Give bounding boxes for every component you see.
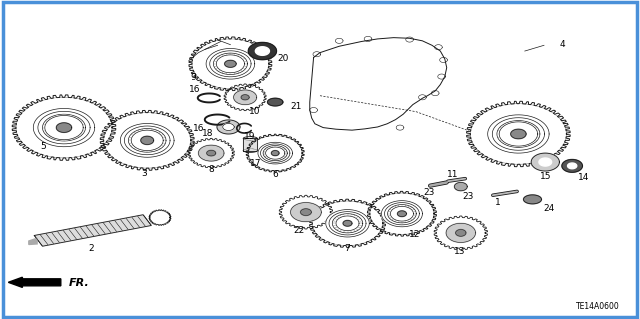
Polygon shape	[29, 238, 37, 244]
Polygon shape	[531, 153, 559, 171]
Text: 23: 23	[423, 188, 435, 197]
Text: 4: 4	[559, 40, 564, 49]
Text: TE14A0600: TE14A0600	[576, 302, 620, 311]
Polygon shape	[189, 37, 272, 91]
Polygon shape	[539, 158, 552, 166]
Polygon shape	[255, 47, 269, 55]
Polygon shape	[268, 98, 283, 106]
Text: 22: 22	[293, 226, 305, 235]
Polygon shape	[223, 123, 234, 130]
Polygon shape	[568, 163, 577, 169]
Polygon shape	[492, 118, 545, 150]
Polygon shape	[271, 151, 279, 156]
Polygon shape	[497, 121, 540, 147]
Polygon shape	[258, 142, 292, 164]
Polygon shape	[434, 216, 488, 250]
Polygon shape	[216, 55, 244, 73]
Text: 1: 1	[495, 198, 500, 207]
Polygon shape	[131, 130, 163, 151]
Text: FR.: FR.	[69, 278, 90, 288]
Polygon shape	[124, 126, 170, 155]
Text: 8: 8	[209, 165, 214, 174]
Polygon shape	[381, 201, 422, 227]
Text: 6: 6	[273, 170, 278, 179]
Polygon shape	[129, 129, 166, 152]
Text: 5: 5	[41, 142, 46, 151]
Polygon shape	[217, 120, 240, 134]
Polygon shape	[456, 230, 466, 236]
Polygon shape	[499, 122, 538, 146]
Polygon shape	[213, 53, 248, 75]
Polygon shape	[511, 129, 526, 139]
Text: 10: 10	[249, 107, 260, 115]
Polygon shape	[248, 42, 276, 60]
Polygon shape	[198, 145, 224, 161]
Text: 3: 3	[141, 169, 147, 178]
Polygon shape	[45, 115, 83, 140]
Text: 17: 17	[250, 159, 262, 168]
Polygon shape	[35, 215, 151, 246]
Polygon shape	[385, 203, 419, 225]
Polygon shape	[243, 138, 257, 151]
FancyArrow shape	[8, 277, 61, 287]
Polygon shape	[390, 206, 413, 221]
Text: 15: 15	[540, 172, 551, 181]
Polygon shape	[301, 209, 311, 216]
Polygon shape	[100, 110, 194, 170]
Text: 14: 14	[578, 173, 589, 182]
Polygon shape	[188, 138, 234, 168]
Polygon shape	[488, 115, 549, 153]
Polygon shape	[367, 191, 436, 236]
Polygon shape	[42, 114, 86, 141]
Text: 24: 24	[543, 204, 555, 213]
Polygon shape	[310, 199, 385, 248]
Polygon shape	[467, 101, 570, 167]
Polygon shape	[38, 111, 90, 144]
Polygon shape	[246, 134, 304, 172]
Polygon shape	[397, 211, 406, 217]
Text: 16: 16	[193, 124, 204, 133]
Polygon shape	[210, 51, 251, 77]
Text: 18: 18	[202, 130, 214, 138]
Polygon shape	[149, 210, 171, 226]
Text: 21: 21	[290, 102, 301, 111]
Polygon shape	[266, 147, 285, 159]
Text: 7: 7	[345, 244, 350, 253]
Polygon shape	[291, 203, 321, 222]
Polygon shape	[56, 123, 72, 132]
Polygon shape	[234, 90, 257, 105]
Text: 13: 13	[454, 247, 465, 256]
Polygon shape	[206, 48, 255, 79]
Polygon shape	[225, 60, 236, 67]
Polygon shape	[454, 182, 467, 191]
Polygon shape	[141, 136, 154, 145]
Text: 2: 2	[88, 244, 93, 253]
Text: 9: 9	[191, 73, 196, 82]
Polygon shape	[207, 150, 216, 156]
Text: 23: 23	[463, 192, 474, 201]
Polygon shape	[326, 210, 369, 237]
Polygon shape	[388, 204, 416, 223]
Polygon shape	[336, 216, 359, 231]
Polygon shape	[12, 95, 116, 160]
Polygon shape	[343, 220, 352, 226]
Polygon shape	[120, 123, 174, 157]
Polygon shape	[33, 108, 95, 147]
Polygon shape	[524, 195, 541, 204]
Polygon shape	[279, 195, 333, 229]
Polygon shape	[224, 84, 266, 111]
Text: 16: 16	[189, 85, 201, 94]
Polygon shape	[329, 211, 366, 235]
Polygon shape	[332, 214, 363, 233]
Polygon shape	[562, 160, 582, 172]
Text: 11: 11	[447, 170, 459, 179]
Text: 12: 12	[409, 230, 420, 239]
Polygon shape	[241, 95, 249, 100]
Polygon shape	[446, 223, 476, 242]
Polygon shape	[260, 144, 290, 162]
Polygon shape	[263, 145, 287, 161]
Text: 19: 19	[244, 132, 255, 141]
Text: 20: 20	[278, 54, 289, 63]
